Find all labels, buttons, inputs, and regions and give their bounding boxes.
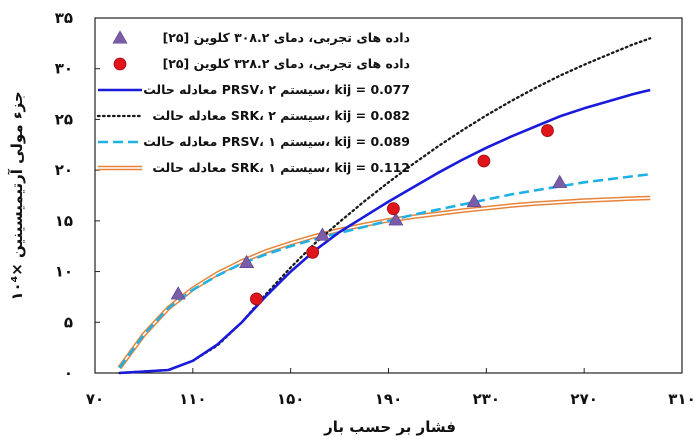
legend-label: معادله حالت PRSV، سیستم ۲، kij = 0.077 [143, 82, 410, 97]
axes-layer: ۷۰ ۱۱۰ ۱۵۰ ۱۹۰ ۲۳۰ ۲۷۰ ۳۱۰ ۰ ۵ ۱۰ ۱۵ ۲۰ ۲۵ ۳۰ ۳۵ [55, 9, 694, 408]
y-tick-label: ۳۵ [55, 9, 73, 27]
x-tick-label: ۲۷۰ [570, 390, 597, 408]
legend-label: معادله حالت SRK، سیستم ۲، kij = 0.082 [152, 108, 410, 123]
data-point-circle [386, 202, 400, 216]
y-tick-label: ۲۰ [55, 161, 73, 179]
plot-area [94, 17, 683, 374]
data-point-triangle [170, 286, 186, 300]
y-tick-label: ۲۵ [55, 110, 73, 128]
y-axis-title: جزء مولی آرتیمیسینین ×۱۰⁴ [8, 91, 26, 300]
legend-symbol [113, 57, 127, 71]
series-layer [117, 37, 652, 375]
series-line-2-stroke [119, 88, 651, 375]
legend-label: معادله حالت PRSV، سیستم ۱، kij = 0.089 [143, 134, 410, 149]
x-tick-label: ۱۱۰ [179, 390, 206, 408]
data-point-triangle [314, 227, 330, 241]
data-point-circle [250, 292, 263, 306]
legend-label: داده های تجربی، دمای ۳۰۸.۲ کلوین [۲۵] [163, 30, 410, 45]
legend-symbol [112, 30, 128, 44]
plot-frame [94, 17, 683, 374]
series-markers-0 [170, 174, 568, 300]
x-tick-label: ۳۱۰ [668, 390, 694, 408]
data-point-triangle [388, 212, 404, 226]
data-point-circle [541, 124, 554, 137]
data-point-circle [306, 245, 320, 259]
legend-item-0: داده های تجربی، دمای ۳۰۸.۲ کلوین [۲۵] [112, 30, 410, 45]
y-tick-label: ۱۰ [55, 263, 73, 281]
series-line-4 [118, 172, 651, 369]
data-point-triangle [466, 193, 482, 208]
y-tick-label: ۱۵ [55, 212, 73, 230]
y-tick-label: ۵ [64, 313, 73, 331]
legend-item-3: معادله حالت SRK، سیستم ۲، kij = 0.082 [96, 108, 410, 123]
legend-label: داده های تجربی، دمای ۳۲۸.۲ کلوین [۲۵] [163, 56, 410, 71]
legend-label: معادله حالت SRK، سیستم ۱، kij = 0.112 [152, 160, 410, 175]
x-tick-label: ۱۹۰ [375, 390, 402, 408]
x-axis-title: فشار بر حسب بار [323, 418, 456, 436]
legend-item-5: معادله حالت SRK، سیستم ۱، kij = 0.112 [98, 160, 410, 175]
series-line-2 [119, 88, 651, 375]
data-point-circle [477, 154, 491, 168]
data-point-triangle [239, 254, 255, 268]
legend-item-1: داده های تجربی، دمای ۳۲۸.۲ کلوین [۲۵] [113, 56, 410, 71]
series-markers-1 [250, 124, 554, 306]
legend-item-2: معادله حالت PRSV، سیستم ۲، kij = 0.077 [98, 82, 410, 97]
series-line-4-stroke [118, 172, 651, 369]
y-tick-label: ۰ [64, 364, 73, 382]
legend-item-4: معادله حالت PRSV، سیستم ۱، kij = 0.089 [98, 134, 410, 149]
data-point-triangle [552, 174, 568, 188]
x-tick-label: ۱۵۰ [277, 390, 304, 408]
x-tick-label: ۲۳۰ [473, 390, 500, 408]
x-tick-label: ۷۰ [86, 390, 104, 408]
y-tick-label: ۳۰ [55, 60, 73, 78]
legend: داده های تجربی، دمای ۳۰۸.۲ کلوین [۲۵] داد… [96, 30, 410, 175]
